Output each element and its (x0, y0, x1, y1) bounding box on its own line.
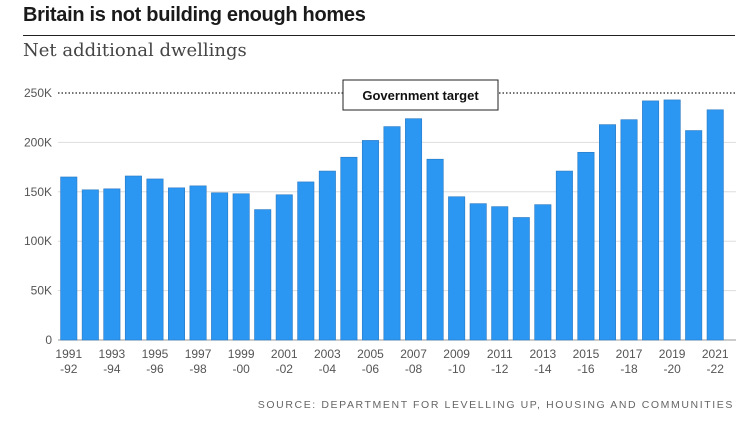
x-tick-label: 2021 (702, 347, 729, 361)
x-tick-label: 1991 (55, 347, 82, 361)
x-tick-label: -20 (663, 362, 681, 376)
bar-2016-17 (598, 124, 616, 341)
y-tick-label: 250K (24, 86, 52, 100)
x-tick-label: -16 (577, 362, 595, 376)
chart-subtitle: Net additional dwellings (23, 40, 247, 61)
bar-1996-97 (168, 187, 186, 341)
bar-2007-08 (405, 118, 423, 341)
bar-1997-98 (189, 185, 207, 341)
x-tick-label: -06 (362, 362, 380, 376)
source-note: SOURCE: DEPARTMENT FOR LEVELLING UP, HOU… (257, 399, 734, 411)
bar-1992-93 (81, 189, 99, 341)
x-tick-label: -94 (103, 362, 121, 376)
bar-2003-04 (318, 170, 336, 341)
y-tick-label: 0 (45, 333, 52, 347)
bar-2021-22 (706, 109, 724, 341)
bar-2008-09 (426, 158, 444, 341)
bar-2005-06 (361, 140, 379, 341)
bar-2019-20 (663, 99, 681, 341)
y-tick-label: 150K (24, 185, 52, 199)
bar-2018-19 (642, 100, 660, 341)
bar-2015-16 (577, 151, 595, 341)
x-tick-label: -10 (448, 362, 466, 376)
bar-1991-92 (60, 176, 78, 341)
bar-2009-10 (448, 196, 466, 341)
bar-2002-03 (297, 181, 315, 341)
bar-2013-14 (534, 204, 552, 341)
x-tick-label: 2017 (616, 347, 643, 361)
x-tick-label: 2003 (314, 347, 341, 361)
x-tick-label: -22 (707, 362, 725, 376)
bar-2011-12 (491, 206, 509, 341)
bar-2020-21 (685, 130, 703, 341)
bar-2014-15 (555, 170, 573, 341)
x-tick-label: -92 (60, 362, 78, 376)
chart-title: Britain is not building enough homes (23, 4, 366, 26)
x-tick-label: 2001 (271, 347, 298, 361)
x-tick-label: 2007 (400, 347, 427, 361)
x-tick-label: 2009 (443, 347, 470, 361)
y-tick-label: 50K (31, 284, 52, 298)
x-tick-label: -00 (232, 362, 250, 376)
x-tick-label: -08 (405, 362, 423, 376)
bar-2010-11 (469, 203, 487, 341)
x-tick-label: -02 (276, 362, 294, 376)
bar-1994-95 (124, 175, 142, 341)
bar-1999-00 (232, 193, 250, 341)
x-tick-label: 2011 (487, 347, 513, 361)
bar-1993-94 (103, 188, 121, 341)
x-tick-label: -14 (534, 362, 552, 376)
x-tick-label: 1995 (142, 347, 169, 361)
x-tick-label: 2015 (573, 347, 600, 361)
target-label-box (342, 79, 499, 111)
x-tick-label: -04 (319, 362, 337, 376)
bar-1995-96 (146, 178, 164, 341)
title-divider (23, 35, 735, 36)
target-label: Government target (362, 88, 479, 103)
x-tick-label: -18 (620, 362, 638, 376)
x-tick-label: 2013 (529, 347, 556, 361)
y-tick-label: 100K (24, 234, 52, 248)
y-tick-label: 200K (24, 135, 52, 149)
bar-2017-18 (620, 119, 638, 341)
x-tick-label: 2019 (659, 347, 686, 361)
x-tick-label: -96 (146, 362, 164, 376)
bar-2012-13 (512, 217, 530, 341)
x-tick-label: 2005 (357, 347, 384, 361)
bar-2001-02 (275, 194, 293, 341)
bar-1998-99 (211, 192, 229, 341)
bar-2004-05 (340, 156, 358, 341)
x-tick-label: -98 (189, 362, 207, 376)
bar-2006-07 (383, 126, 401, 341)
x-tick-label: 1997 (185, 347, 212, 361)
x-tick-label: 1993 (99, 347, 126, 361)
bar-2000-01 (254, 209, 272, 341)
x-tick-label: 1999 (228, 347, 255, 361)
x-tick-label: -12 (491, 362, 509, 376)
